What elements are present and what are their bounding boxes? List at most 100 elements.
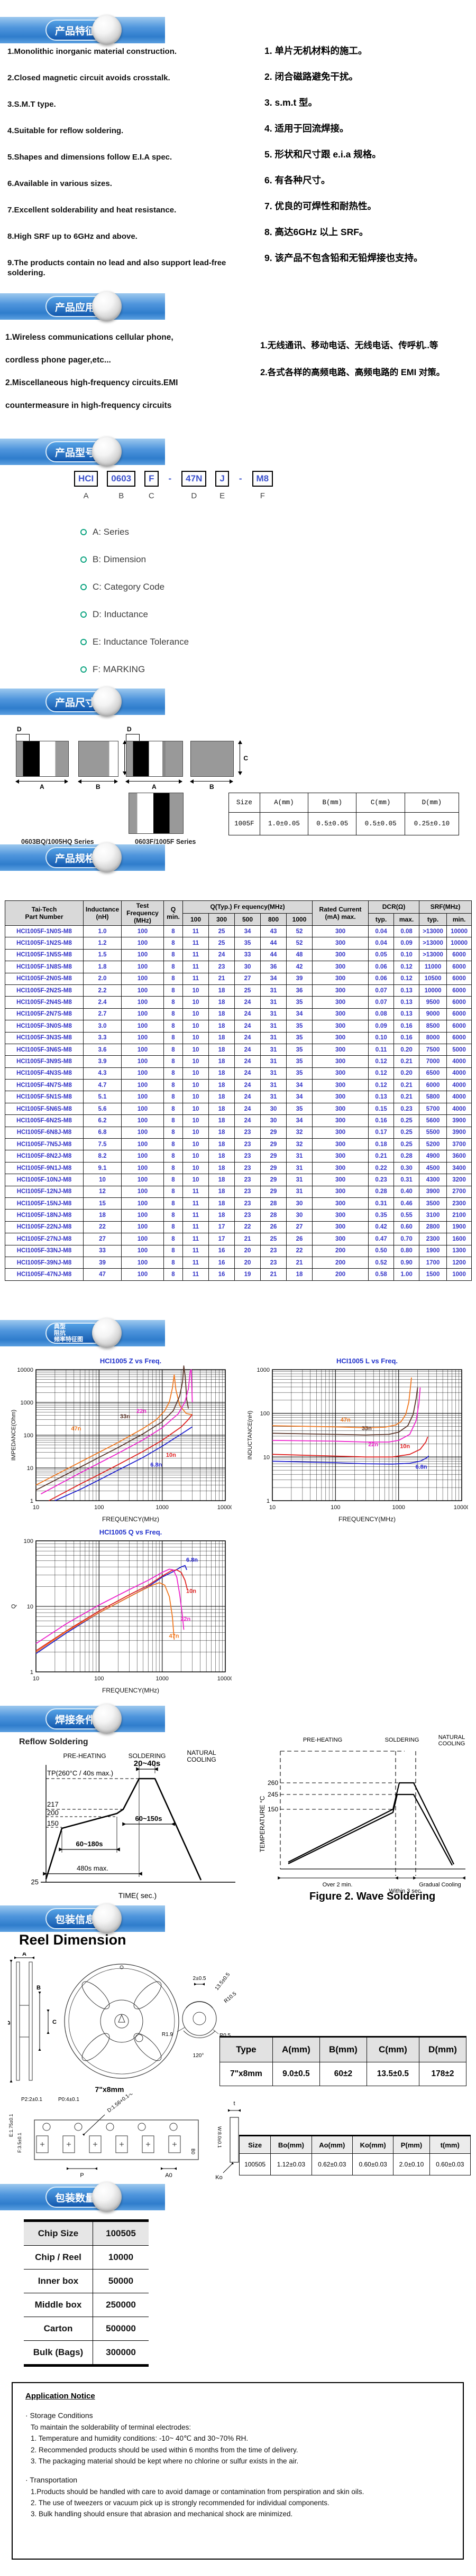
svg-text:60~150s: 60~150s xyxy=(135,1815,162,1822)
svg-text:INDUCTANCE(nH): INDUCTANCE(nH) xyxy=(247,1411,253,1460)
cell: 29 xyxy=(260,1126,287,1139)
cell: 29 xyxy=(260,1185,287,1198)
cell: 0.70 xyxy=(393,1233,420,1245)
cell: 5200 xyxy=(419,1138,447,1151)
cell: 30 xyxy=(260,1102,287,1115)
svg-text:100: 100 xyxy=(94,1504,104,1511)
series-caption: 0603F/1005F Series xyxy=(135,838,196,845)
svg-text:FREQUENCY(MHz): FREQUENCY(MHz) xyxy=(338,1515,396,1523)
cell: HCI1005F-6N8J-M8 xyxy=(5,1126,84,1139)
cell: 24 xyxy=(234,1079,261,1092)
banner-ball-icon xyxy=(92,1704,122,1734)
cell: 0.25±0.10 xyxy=(404,812,460,835)
cell: 100 xyxy=(121,1008,164,1021)
cell: 0.08 xyxy=(393,925,420,938)
column-header: B(mm) xyxy=(308,793,357,813)
cell: 8 xyxy=(163,1268,183,1281)
svg-text:COOLING: COOLING xyxy=(187,1756,216,1763)
svg-text:PRE-HEATING: PRE-HEATING xyxy=(63,1752,106,1760)
legend-item: E: Inductance Tolerance xyxy=(80,637,189,647)
banner-label: 产品型号 xyxy=(55,447,96,459)
banner-soldering-conditions: 焊接条件 xyxy=(0,1704,165,1734)
cell: 1.0 xyxy=(83,925,122,938)
application-notice-box: Application Notice · Storage Conditions … xyxy=(12,2382,464,2560)
cell: 200 xyxy=(312,1268,369,1281)
cell: 13.5±0.5 xyxy=(366,2062,419,2086)
cell: 0.28 xyxy=(368,1185,395,1198)
cell: 25 xyxy=(208,937,235,950)
cell: 0.07 xyxy=(368,996,395,1009)
packaging-label: Bulk (Bags) xyxy=(24,2340,93,2366)
cell: 8.2 xyxy=(83,1150,122,1163)
cell: 300 xyxy=(312,972,369,985)
cell: 31 xyxy=(260,984,287,997)
cell: 10 xyxy=(182,1067,209,1080)
cell: 5000 xyxy=(446,1043,472,1056)
column-header: Type xyxy=(219,2036,273,2062)
cell: 0.42 xyxy=(368,1221,395,1234)
notice-transport-lines: 1.Products should be handled with care t… xyxy=(25,2488,450,2518)
cell: 8 xyxy=(163,1233,183,1245)
cell: 100 xyxy=(121,1161,164,1175)
legend-item: C: Category Code xyxy=(80,582,189,592)
svg-text:47n: 47n xyxy=(341,1417,351,1424)
svg-text:PRE-HEATING: PRE-HEATING xyxy=(303,1737,342,1743)
cell: 2700 xyxy=(446,1185,472,1198)
cell: 0.20 xyxy=(393,1043,420,1056)
part-number-letter: E xyxy=(219,491,225,500)
part-number-code: - xyxy=(168,473,172,483)
cell: 3900 xyxy=(419,1185,447,1198)
cell: 30 xyxy=(234,961,261,973)
cell: HCI1005F-3N6S-M8 xyxy=(5,1043,84,1056)
application-line-cn: 1.无线通讯、移动电话、无线电话、传呼机..等 xyxy=(260,341,438,350)
cell: 300 xyxy=(312,1102,369,1115)
spec-table-row: HCI1005F-3N9S-M8 3.9 100 8 10 18 24 31 35 300 0.12… xyxy=(5,1055,472,1068)
column-header: A(mm) xyxy=(259,793,309,813)
cell: 3500 xyxy=(419,1197,447,1210)
cell: 11 xyxy=(182,1197,209,1210)
cell: HCI1005F-18NJ-M8 xyxy=(5,1209,84,1222)
cell: 24 xyxy=(234,1043,261,1056)
cell: 16 xyxy=(208,1244,235,1257)
cell: 0.11 xyxy=(368,1043,395,1056)
cell: 27 xyxy=(286,1221,313,1234)
cell: 20 xyxy=(234,1244,261,1257)
cell: 3.3 xyxy=(83,1031,122,1044)
cell: 1005F xyxy=(228,812,260,835)
cell: 0.28 xyxy=(393,1150,420,1163)
cell: 0.06 xyxy=(368,972,395,985)
svg-text:10n: 10n xyxy=(186,1588,196,1595)
cell: 100 xyxy=(121,1114,164,1127)
svg-text:COOLING: COOLING xyxy=(438,1741,465,1747)
packaging-label: Carton xyxy=(24,2317,93,2341)
cell: 100 xyxy=(121,972,164,985)
cell: 21 xyxy=(286,1256,313,1269)
cell: 100 xyxy=(121,996,164,1009)
svg-text:Gradual Cooling: Gradual Cooling xyxy=(419,1882,461,1888)
cell: 4000 xyxy=(446,1067,472,1080)
cell: 34 xyxy=(286,1008,313,1021)
svg-text:C: C xyxy=(52,2019,57,2025)
cell: 300 xyxy=(312,1043,369,1056)
cell: 7000 xyxy=(419,1055,447,1068)
svg-text:A0: A0 xyxy=(165,2172,172,2179)
svg-text:HCI1005 L vs Freq.: HCI1005 L vs Freq. xyxy=(336,1357,398,1365)
cell: 18 xyxy=(208,1067,235,1080)
svg-text:20~40s: 20~40s xyxy=(134,1759,160,1768)
cell: 0.13 xyxy=(393,984,420,997)
cell: 8 xyxy=(163,1150,183,1163)
spec-table-row: HCI1005F-6N2S-M8 6.2 100 8 10 18 24 30 34 300 0.16… xyxy=(5,1114,472,1127)
cell: 100 xyxy=(121,1174,164,1186)
cell: 3.6 xyxy=(83,1043,122,1056)
cell: 24 xyxy=(234,1067,261,1080)
svg-text:E:1.75±0.1: E:1.75±0.1 xyxy=(8,2114,14,2137)
cell: 6000 xyxy=(419,1079,447,1092)
cell: 4000 xyxy=(446,1055,472,1068)
cell: HCI1005F-22NJ-M8 xyxy=(5,1221,84,1234)
circle-bullet-icon xyxy=(80,611,87,618)
column-header: D(mm) xyxy=(418,2036,467,2062)
dim-label-a: A xyxy=(40,783,44,791)
cell: 21 xyxy=(260,1268,287,1281)
circle-bullet-icon xyxy=(80,639,87,645)
cell: 18 xyxy=(208,1055,235,1068)
